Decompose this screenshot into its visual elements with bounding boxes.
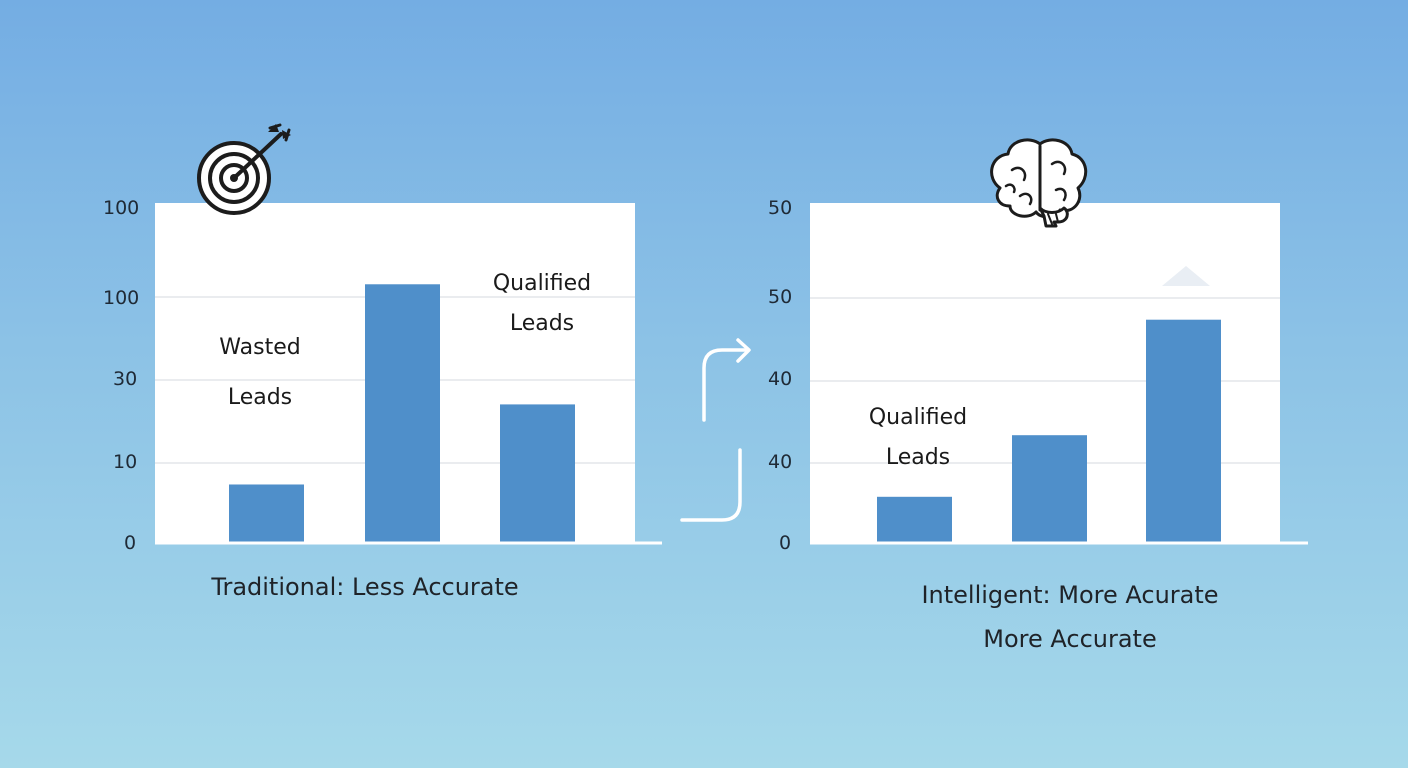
left-y-tick-label: 10 <box>113 451 138 473</box>
annotation-line: Leads <box>885 445 951 470</box>
curved-arrow-icon <box>680 338 751 522</box>
target-with-arrow-icon <box>197 123 291 215</box>
annotation-line: Wasted <box>219 335 301 360</box>
bar <box>1146 319 1221 543</box>
right-y-tick-label: 40 <box>768 368 793 390</box>
annotation-line: Qualified <box>868 405 968 430</box>
annotation-line: Leads <box>227 385 293 410</box>
left-y-tick-label: 0 <box>124 532 137 554</box>
right-y-tick-label: 50 <box>768 286 793 308</box>
right-y-tick-label: 40 <box>768 451 793 473</box>
caption-line: More Accurate <box>983 625 1157 653</box>
qualified-leads-annotation: Qualified Leads <box>472 264 612 344</box>
brain-icon <box>990 138 1088 228</box>
bar <box>1012 435 1087 543</box>
annotation-line: Qualified <box>492 271 592 296</box>
left-y-tick-label: 30 <box>113 368 138 390</box>
qualified-leads-annotation: Qualified Leads <box>848 398 988 478</box>
bar <box>500 404 575 543</box>
bar <box>877 496 952 543</box>
annotation-line: Leads <box>509 311 575 336</box>
right-y-tick-label: 0 <box>779 532 792 554</box>
wasted-leads-annotation: Wasted Leads <box>200 328 320 418</box>
left-y-tick-label: 100 <box>103 197 140 219</box>
bar <box>365 284 440 543</box>
bar <box>229 484 304 543</box>
right-chart-caption: Intelligent: More Acurate More Accurate <box>880 573 1260 661</box>
peak-marker <box>1162 266 1210 286</box>
caption-line: Intelligent: More Acurate <box>921 581 1219 609</box>
right-y-tick-label: 50 <box>768 197 793 219</box>
left-chart-caption: Traditional: Less Accurate <box>211 573 519 601</box>
left-y-tick-label: 100 <box>103 287 140 309</box>
